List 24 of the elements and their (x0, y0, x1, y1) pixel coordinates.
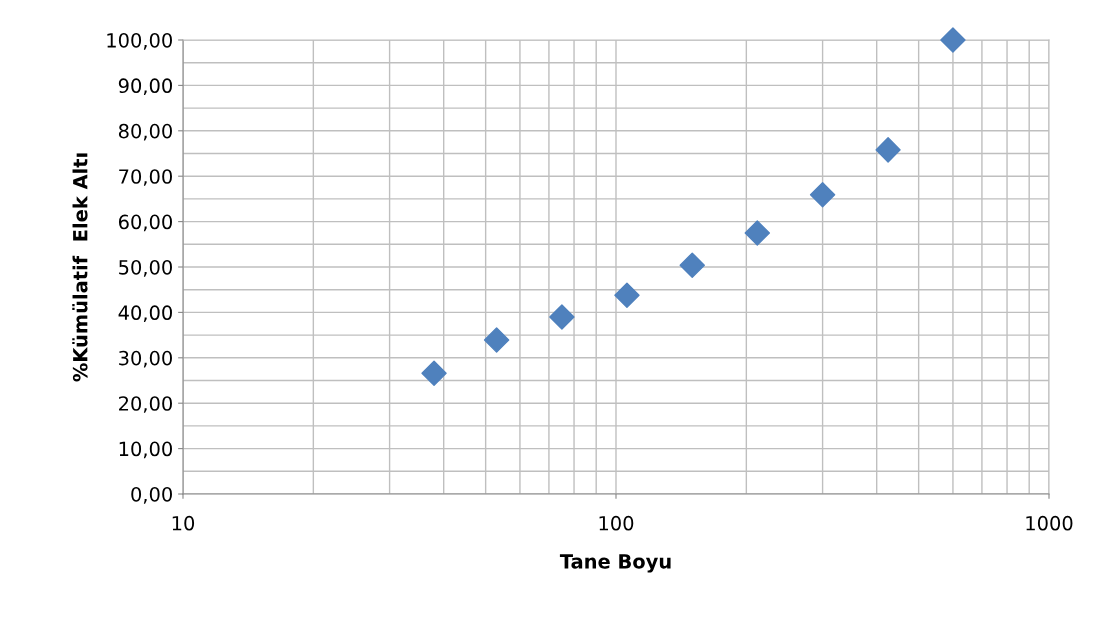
point (483, 327, 510, 353)
point (614, 282, 640, 308)
x-tick-label: 1000 (1026, 515, 1073, 531)
x-axis-title: Tane Boyu (559, 554, 671, 573)
point (940, 27, 966, 53)
y-tick-label: 90,00 (118, 78, 172, 96)
y-tick-label: 100,00 (107, 32, 172, 50)
y-tick-label: 80,00 (118, 123, 172, 141)
point (679, 252, 705, 278)
y-tick-label: 70,00 (119, 169, 172, 186)
point (809, 182, 836, 208)
y-tick-label: 20,00 (119, 396, 172, 413)
point (744, 220, 771, 246)
x-tick-label: 100 (599, 515, 634, 531)
y-tick-label: 60,00 (118, 214, 172, 232)
y-tick-label: 10,00 (119, 441, 172, 459)
point (875, 137, 901, 163)
point (549, 304, 575, 330)
x-tick-label: 10 (172, 515, 195, 531)
y-tick-label: 30,00 (119, 350, 172, 368)
y-tick-label: 0,00 (131, 486, 172, 504)
y-tick-label: 50,00 (119, 259, 172, 277)
y-axis-title: %Kümülatif Elek Altı (72, 153, 88, 382)
y-tick-label: 40,00 (118, 305, 172, 323)
